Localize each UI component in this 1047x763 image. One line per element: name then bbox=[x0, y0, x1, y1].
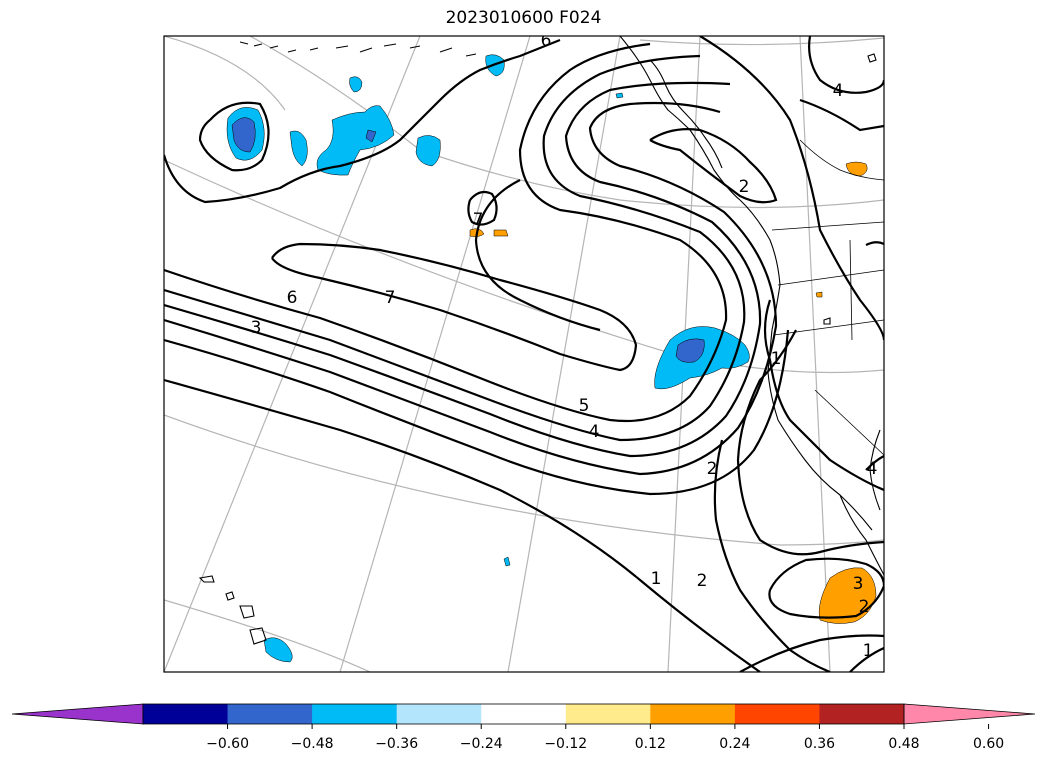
alaska-coast bbox=[619, 36, 781, 286]
contour-line-6 bbox=[164, 54, 746, 442]
contour-line-12 bbox=[763, 299, 884, 492]
contour-line-14 bbox=[799, 98, 884, 132]
shading-negative-north-pacific-2-core bbox=[365, 129, 377, 143]
shading-positive-small-3 bbox=[845, 161, 868, 177]
contour-line-3 bbox=[467, 190, 498, 226]
colorbar-segment bbox=[312, 704, 398, 724]
contour-line-20 bbox=[739, 634, 884, 672]
shading-negative-offshore bbox=[654, 326, 750, 390]
contour-line-17 bbox=[713, 439, 831, 672]
state-border-1 bbox=[777, 269, 884, 286]
contour-label: 4 bbox=[589, 422, 600, 442]
colorbar-segment bbox=[819, 704, 905, 724]
colorbar-tick-label: 0.36 bbox=[804, 736, 835, 752]
shading-negative-north-pacific-1-core bbox=[231, 117, 256, 153]
contour-label: 2 bbox=[707, 459, 718, 479]
contour-label: 7 bbox=[473, 210, 484, 230]
island-small-2 bbox=[823, 317, 831, 325]
contour-label: 1 bbox=[651, 569, 662, 589]
contour-line-10 bbox=[649, 128, 778, 204]
contour-label: 5 bbox=[579, 396, 590, 416]
contour-label: 2 bbox=[739, 177, 750, 197]
state-border-2 bbox=[773, 319, 884, 336]
colorbar-tick-label: −0.12 bbox=[544, 736, 587, 752]
contour-line-4 bbox=[271, 242, 638, 372]
colorbar-tick-label: 0.12 bbox=[635, 736, 666, 752]
shading-negative-small-2 bbox=[289, 130, 308, 167]
colorbar-segment bbox=[227, 704, 313, 724]
contour-label: 2 bbox=[859, 597, 870, 617]
contour-line-16 bbox=[164, 378, 761, 672]
shading-negative-small-5 bbox=[615, 92, 624, 99]
contour-line-9 bbox=[164, 329, 790, 496]
gulf-coast bbox=[869, 429, 881, 511]
contour-label: 1 bbox=[771, 349, 782, 369]
contour-line-21 bbox=[849, 646, 884, 672]
bc-coast bbox=[649, 59, 723, 169]
colorbar-tick-label: −0.48 bbox=[291, 736, 334, 752]
shading-negative-small-1 bbox=[349, 76, 363, 93]
colorbar-tick-label: −0.36 bbox=[375, 736, 418, 752]
contour-line-11 bbox=[699, 36, 884, 341]
contour-line-22 bbox=[865, 455, 884, 471]
island-small-1 bbox=[867, 53, 877, 63]
colorbar-frame bbox=[142, 703, 905, 725]
colorbar-extend-low bbox=[11, 703, 144, 725]
colorbar-extend-high bbox=[903, 703, 1036, 725]
coastlines bbox=[198, 36, 884, 645]
baja-coast bbox=[839, 494, 884, 576]
colorbar-tick-label: 0.60 bbox=[973, 736, 1004, 752]
contour-labels: 7 6 7 3 5 4 2 1 2 4 2 1 3 2 1 4 6 bbox=[251, 31, 878, 661]
contour-line-18 bbox=[736, 329, 884, 556]
contour-line-15 bbox=[474, 179, 601, 332]
us-canada-border bbox=[771, 221, 884, 231]
contour-lines bbox=[164, 36, 884, 672]
contour-line-23 bbox=[865, 241, 884, 246]
colorbar-tick-label: 0.24 bbox=[719, 736, 750, 752]
contour-label: 6 bbox=[541, 31, 552, 51]
contour-label: 2 bbox=[697, 571, 708, 591]
colorbar-tick-label: −0.60 bbox=[206, 736, 249, 752]
contour-line-5 bbox=[164, 42, 728, 423]
contour-label: 4 bbox=[867, 459, 878, 479]
colorbar-segment bbox=[565, 704, 651, 724]
shading-positive-small-2 bbox=[493, 229, 509, 237]
contour-label: 6 bbox=[287, 288, 298, 308]
hawaii-islands bbox=[198, 575, 267, 645]
map-title: 2023010600 F024 bbox=[445, 8, 602, 28]
shading-negative-north-pacific-2 bbox=[316, 105, 395, 176]
colorbar-tick-label: 0.48 bbox=[888, 736, 919, 752]
contour-line-8 bbox=[164, 101, 778, 476]
contour-label: 3 bbox=[251, 318, 262, 338]
shading-negative-small-6 bbox=[503, 556, 511, 567]
contour-label: 4 bbox=[833, 81, 844, 101]
contour-label: 1 bbox=[863, 641, 874, 661]
colorbar-segment bbox=[650, 704, 736, 724]
shading-negative-hawaii bbox=[263, 637, 293, 663]
contour-label: 3 bbox=[853, 574, 864, 594]
colorbar-tick-label: −0.24 bbox=[460, 736, 503, 752]
contour-line-13 bbox=[808, 36, 884, 94]
map-frame bbox=[163, 35, 885, 673]
colorbar-segment bbox=[143, 704, 229, 724]
colorbar-segment bbox=[396, 704, 482, 724]
interior-border-1 bbox=[799, 139, 884, 181]
shading-negative-offshore-core bbox=[675, 338, 705, 363]
interior-border-2 bbox=[849, 239, 853, 341]
shading-positive-small-4 bbox=[815, 291, 823, 298]
contour-line-7 bbox=[164, 81, 762, 458]
shading-negative-small-3 bbox=[415, 135, 441, 167]
contour-label: 7 bbox=[385, 288, 396, 308]
shading-regions bbox=[226, 54, 877, 663]
contour-line-1 bbox=[198, 101, 270, 172]
colorbar-segment bbox=[734, 704, 820, 724]
state-border-3 bbox=[814, 389, 884, 456]
colorbar-segment bbox=[481, 704, 567, 724]
contour-line-2 bbox=[164, 38, 561, 204]
aleutian-islands bbox=[239, 41, 477, 57]
